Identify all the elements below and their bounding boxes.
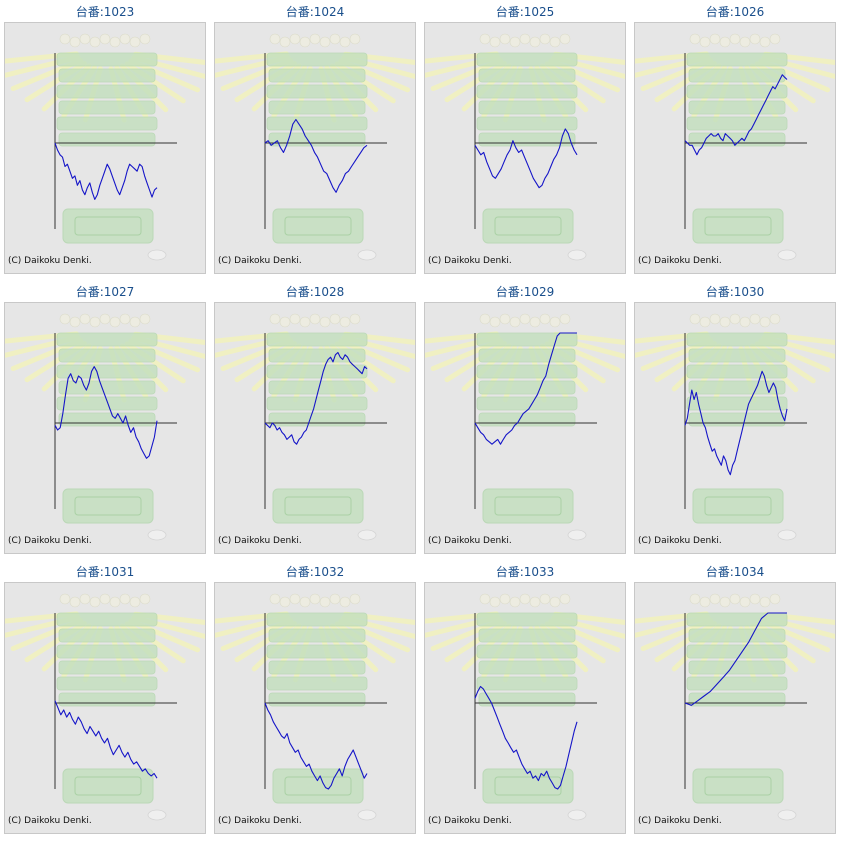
- background-decoration: [5, 593, 205, 821]
- chart-title: 台番:1027: [75, 285, 135, 299]
- series-line: [264, 702, 368, 790]
- copyright-text: (C) Daikoku Denki.: [8, 536, 92, 546]
- chart-title: 台番:1031: [75, 565, 135, 579]
- copyright-text: (C) Daikoku Denki.: [638, 256, 722, 266]
- chart-svg: [635, 33, 835, 261]
- chart-panel: (C) Daikoku Denki.: [4, 22, 206, 274]
- chart-svg: [635, 313, 835, 541]
- background-decoration: [215, 313, 415, 541]
- background-decoration: [5, 313, 205, 541]
- background-decoration: [425, 593, 625, 821]
- copyright-text: (C) Daikoku Denki.: [218, 536, 302, 546]
- series-line: [264, 118, 368, 193]
- chart-cell: 台番:1029 (C) Daikoku Denki.: [420, 280, 630, 560]
- chart-cell: 台番:1031 (C) Daikoku Denki.: [0, 560, 210, 840]
- copyright-text: (C) Daikoku Denki.: [638, 536, 722, 546]
- background-decoration: [215, 593, 415, 821]
- background-decoration: [425, 313, 625, 541]
- chart-title: 台番:1034: [705, 565, 765, 579]
- copyright-text: (C) Daikoku Denki.: [638, 816, 722, 826]
- copyright-text: (C) Daikoku Denki.: [428, 256, 512, 266]
- chart-title: 台番:1024: [285, 5, 345, 19]
- background-decoration: [215, 33, 415, 261]
- chart-svg: [215, 313, 415, 541]
- series-line: [264, 351, 368, 445]
- chart-svg: [215, 593, 415, 821]
- series-line: [474, 128, 578, 189]
- chart-svg: [5, 33, 205, 261]
- chart-title: 台番:1023: [75, 5, 135, 19]
- background-decoration: [635, 593, 835, 821]
- chart-svg: [425, 593, 625, 821]
- chart-svg: [5, 593, 205, 821]
- chart-title: 台番:1026: [705, 5, 765, 19]
- series-line: [54, 142, 158, 200]
- chart-title: 台番:1030: [705, 285, 765, 299]
- chart-panel: (C) Daikoku Denki.: [634, 582, 836, 834]
- chart-panel: (C) Daikoku Denki.: [424, 582, 626, 834]
- chart-svg: [215, 33, 415, 261]
- copyright-text: (C) Daikoku Denki.: [218, 256, 302, 266]
- series-line: [474, 332, 577, 445]
- chart-title: 台番:1033: [495, 565, 555, 579]
- chart-cell: 台番:1030 (C) Daikoku Denki.: [630, 280, 840, 560]
- series-line: [54, 700, 158, 779]
- series-line: [684, 612, 787, 706]
- series-line: [684, 74, 788, 156]
- chart-cell: 台番:1032 (C) Daikoku Denki.: [210, 560, 420, 840]
- chart-svg: [425, 313, 625, 541]
- chart-panel: (C) Daikoku Denki.: [4, 582, 206, 834]
- chart-panel: (C) Daikoku Denki.: [4, 302, 206, 554]
- chart-title: 台番:1028: [285, 285, 345, 299]
- chart-title: 台番:1025: [495, 5, 555, 19]
- chart-title: 台番:1029: [495, 285, 555, 299]
- series-line: [54, 366, 158, 459]
- chart-cell: 台番:1027 (C) Daikoku Denki.: [0, 280, 210, 560]
- chart-panel: (C) Daikoku Denki.: [214, 582, 416, 834]
- chart-cell: 台番:1033 (C) Daikoku Denki.: [420, 560, 630, 840]
- series-line: [684, 370, 788, 476]
- background-decoration: [425, 33, 625, 261]
- chart-panel: (C) Daikoku Denki.: [214, 22, 416, 274]
- chart-cell: 台番:1034 (C) Daikoku Denki.: [630, 560, 840, 840]
- chart-svg: [635, 593, 835, 821]
- copyright-text: (C) Daikoku Denki.: [218, 816, 302, 826]
- background-decoration: [635, 33, 835, 261]
- chart-panel: (C) Daikoku Denki.: [634, 302, 836, 554]
- chart-svg: [425, 33, 625, 261]
- chart-svg: [5, 313, 205, 541]
- series-line: [474, 685, 578, 790]
- chart-cell: 台番:1028 (C) Daikoku Denki.: [210, 280, 420, 560]
- chart-panel: (C) Daikoku Denki.: [634, 22, 836, 274]
- chart-cell: 台番:1024 (C) Daikoku Denki.: [210, 0, 420, 280]
- copyright-text: (C) Daikoku Denki.: [428, 536, 512, 546]
- copyright-text: (C) Daikoku Denki.: [8, 816, 92, 826]
- chart-panel: (C) Daikoku Denki.: [424, 302, 626, 554]
- chart-cell: 台番:1023 (C) Daikoku Denki.: [0, 0, 210, 280]
- background-decoration: [635, 313, 835, 541]
- chart-cell: 台番:1025 (C) Daikoku Denki.: [420, 0, 630, 280]
- chart-panel: (C) Daikoku Denki.: [214, 302, 416, 554]
- chart-panel: (C) Daikoku Denki.: [424, 22, 626, 274]
- copyright-text: (C) Daikoku Denki.: [428, 816, 512, 826]
- copyright-text: (C) Daikoku Denki.: [8, 256, 92, 266]
- chart-title: 台番:1032: [285, 565, 345, 579]
- background-decoration: [5, 33, 205, 261]
- chart-cell: 台番:1026 (C) Daikoku Denki.: [630, 0, 840, 280]
